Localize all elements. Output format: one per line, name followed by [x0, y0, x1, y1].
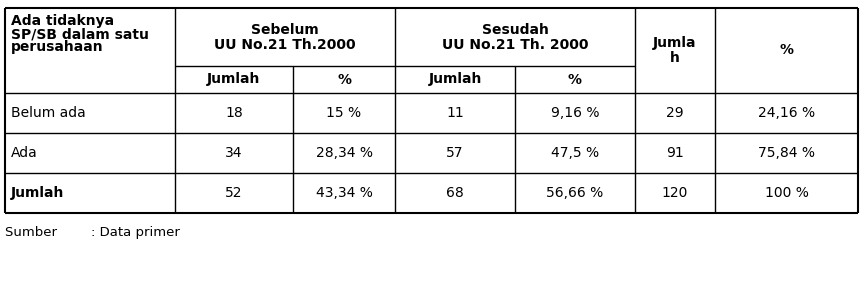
Text: UU No.21 Th.2000: UU No.21 Th.2000	[214, 38, 356, 52]
Text: 47,5 %: 47,5 %	[551, 146, 599, 160]
Text: perusahaan: perusahaan	[11, 40, 104, 54]
Text: Belum ada: Belum ada	[11, 106, 86, 120]
Text: 9,16 %: 9,16 %	[550, 106, 600, 120]
Text: 34: 34	[226, 146, 243, 160]
Text: %: %	[337, 72, 351, 86]
Text: h: h	[670, 50, 680, 64]
Text: 18: 18	[226, 106, 243, 120]
Text: Sumber        : Data primer: Sumber : Data primer	[5, 226, 180, 239]
Text: SP/SB dalam satu: SP/SB dalam satu	[11, 27, 149, 41]
Text: %: %	[568, 72, 582, 86]
Text: Sesudah: Sesudah	[481, 23, 549, 37]
Text: UU No.21 Th. 2000: UU No.21 Th. 2000	[442, 38, 588, 52]
Text: Ada tidaknya: Ada tidaknya	[11, 14, 114, 28]
Text: 24,16 %: 24,16 %	[758, 106, 815, 120]
Text: 28,34 %: 28,34 %	[315, 146, 372, 160]
Text: Jumlah: Jumlah	[207, 72, 261, 86]
Text: 100 %: 100 %	[765, 186, 809, 200]
Text: 11: 11	[446, 106, 464, 120]
Text: Jumlah: Jumlah	[429, 72, 482, 86]
Text: 52: 52	[226, 186, 243, 200]
Text: 75,84 %: 75,84 %	[758, 146, 815, 160]
Text: Sebelum: Sebelum	[251, 23, 319, 37]
Text: 120: 120	[662, 186, 689, 200]
Text: 15 %: 15 %	[327, 106, 361, 120]
Text: Jumla: Jumla	[653, 36, 696, 50]
Text: Ada: Ada	[11, 146, 38, 160]
Text: %: %	[779, 44, 793, 58]
Text: 57: 57	[446, 146, 464, 160]
Text: 68: 68	[446, 186, 464, 200]
Text: Jumlah: Jumlah	[11, 186, 65, 200]
Text: 29: 29	[666, 106, 683, 120]
Text: 56,66 %: 56,66 %	[546, 186, 604, 200]
Text: 91: 91	[666, 146, 684, 160]
Text: 43,34 %: 43,34 %	[315, 186, 372, 200]
